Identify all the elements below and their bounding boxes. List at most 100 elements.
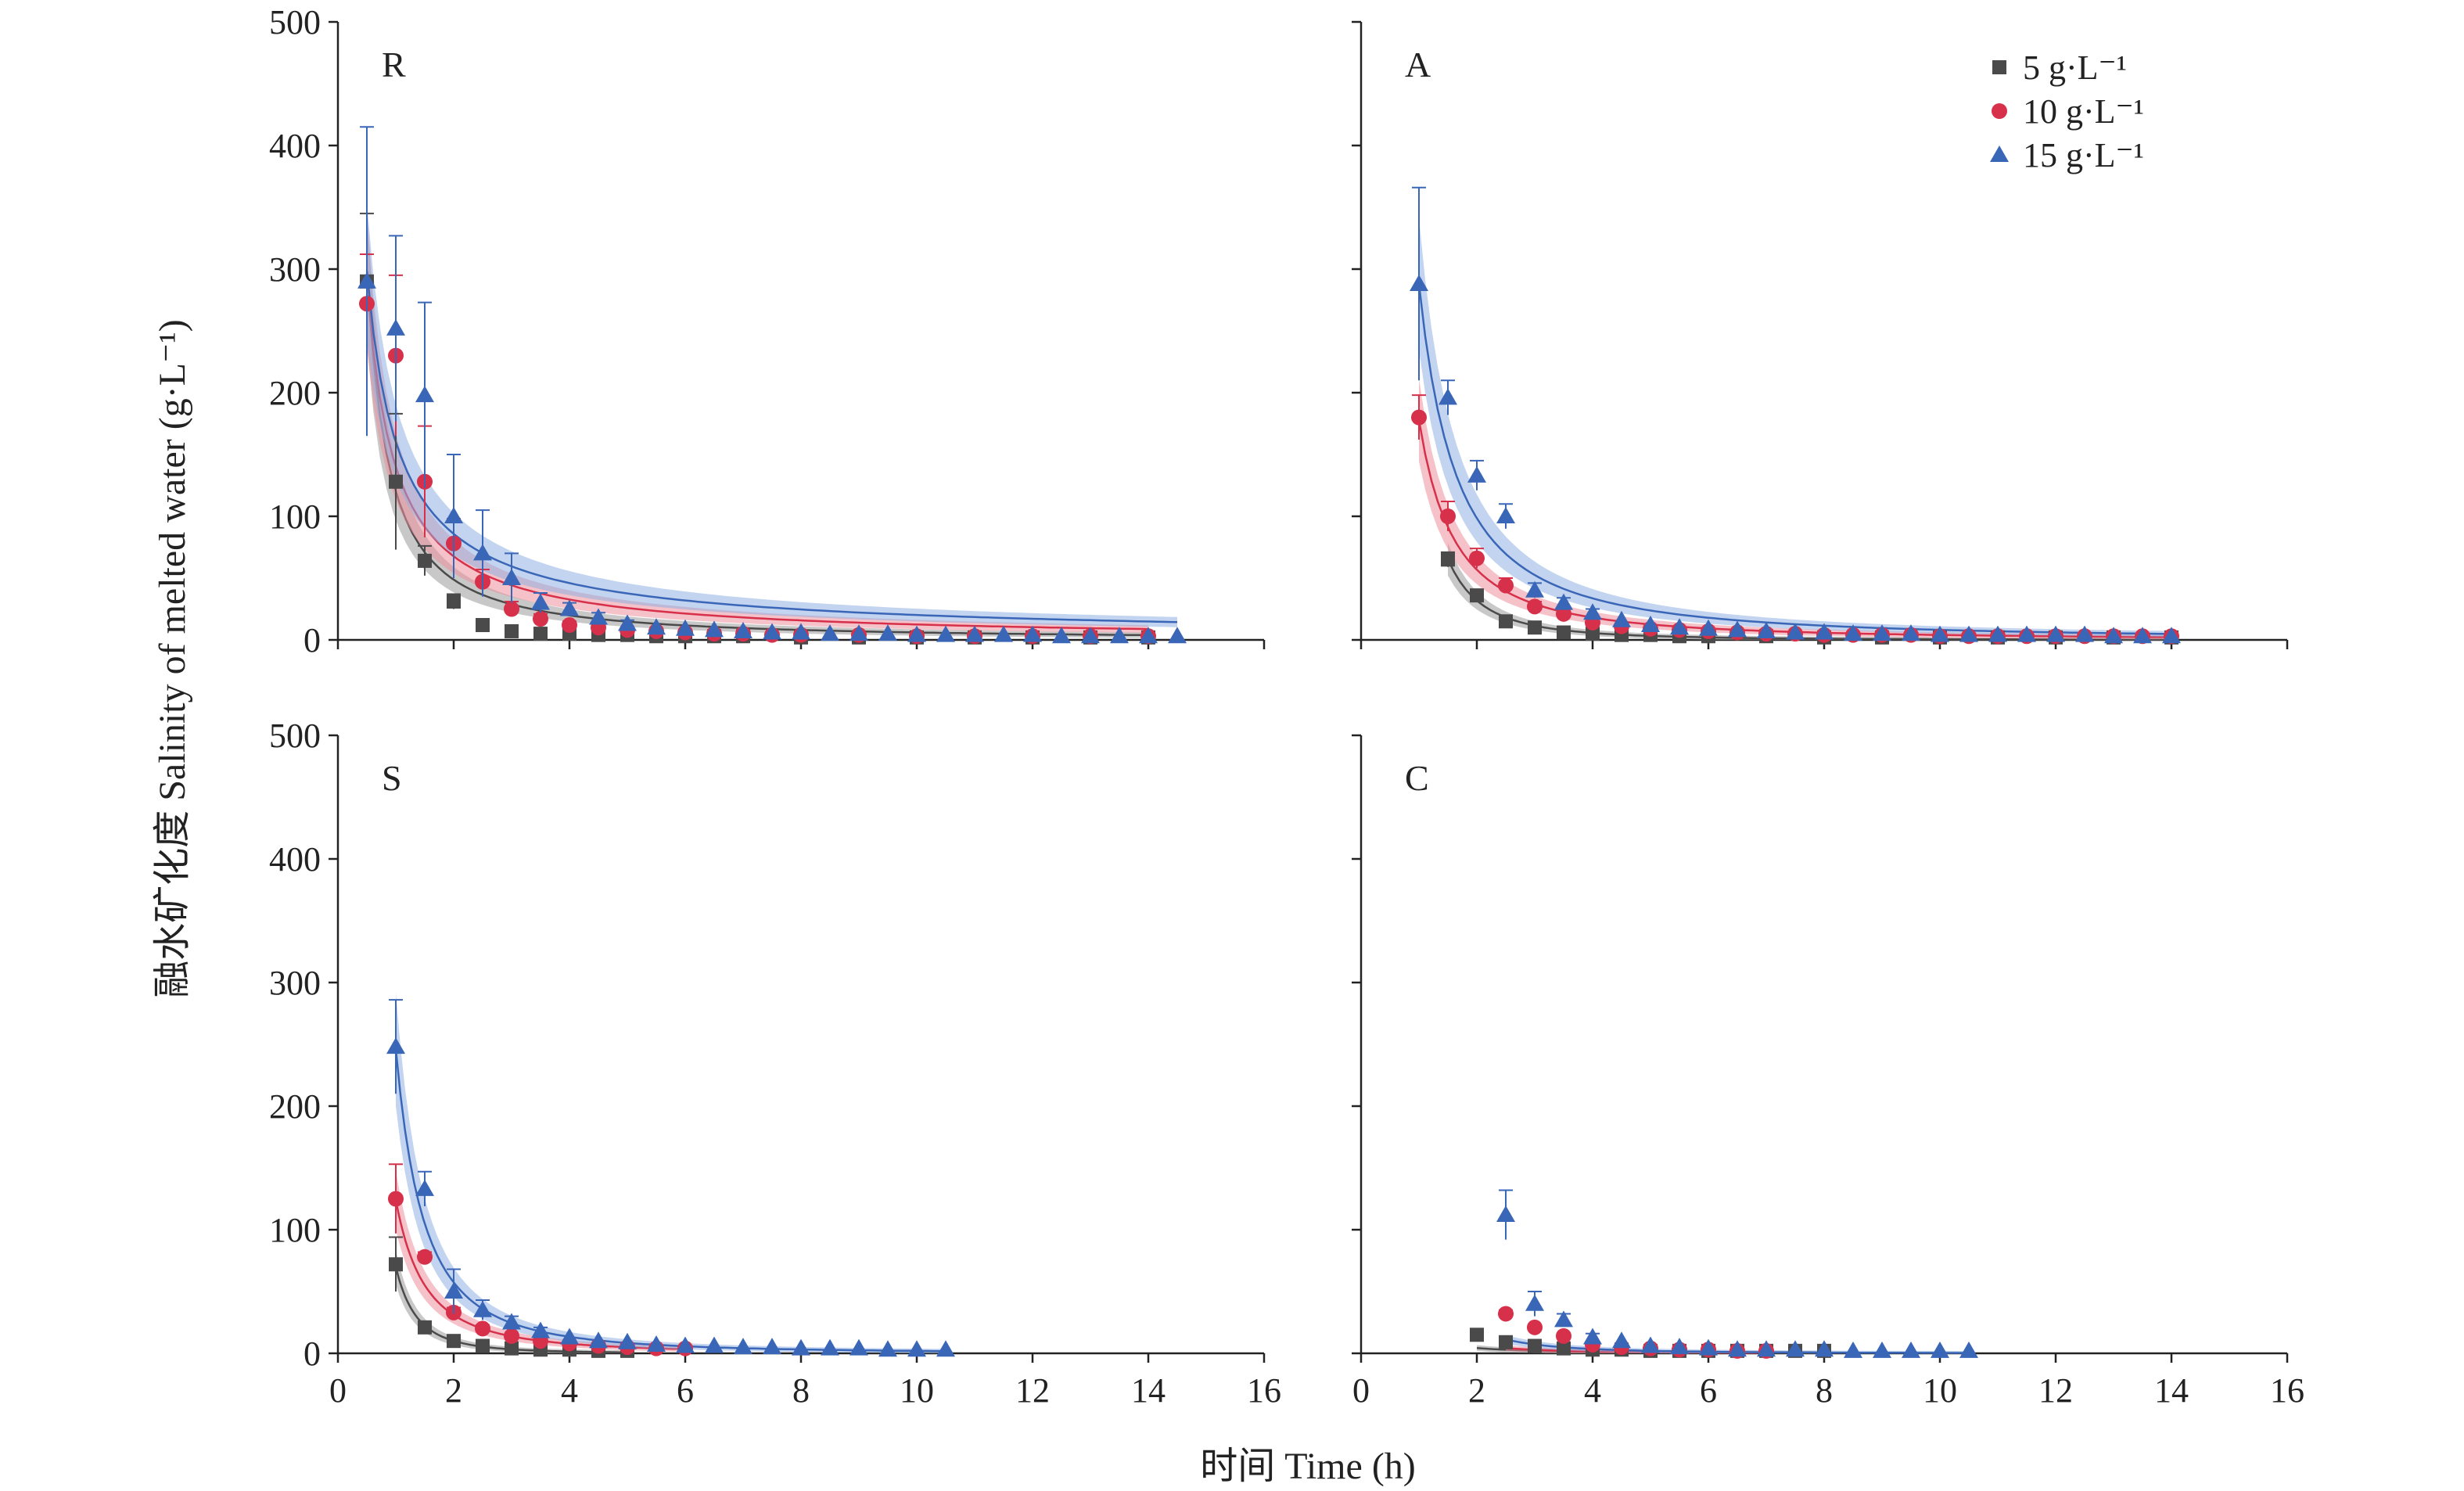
data-point	[1583, 603, 1602, 620]
data-point	[475, 1320, 490, 1337]
y-tick-label: 100	[269, 498, 321, 536]
data-point	[418, 553, 432, 568]
data-point	[504, 1328, 519, 1344]
data-point	[2017, 625, 2036, 642]
y-tick-label: 0	[304, 1335, 321, 1373]
data-point	[388, 1191, 404, 1207]
data-point	[1815, 1340, 1834, 1357]
data-point	[705, 620, 724, 638]
data-point	[476, 1338, 490, 1353]
fit-curve	[365, 275, 1149, 637]
x-tick-label: 12	[1015, 1371, 1050, 1410]
data-point	[907, 625, 926, 642]
data-point	[1612, 610, 1631, 627]
x-tick-label: 4	[561, 1371, 578, 1410]
data-point	[734, 1338, 752, 1355]
x-tick-label: 16	[2270, 1371, 2304, 1410]
data-point	[1931, 1341, 1949, 1358]
data-point	[1470, 1328, 1484, 1342]
data-point	[1554, 1310, 1573, 1328]
data-point	[1641, 616, 1660, 633]
data-point	[1168, 627, 1187, 644]
fit-band	[367, 203, 1177, 627]
data-point	[618, 1332, 637, 1349]
data-point	[1557, 1341, 1571, 1356]
data-point	[965, 625, 984, 642]
data-point	[1023, 625, 1042, 642]
fit-band	[396, 993, 946, 1353]
y-tick-label: 200	[269, 1087, 321, 1126]
data-point	[389, 474, 403, 489]
data-point	[1728, 620, 1747, 638]
y-tick-label: 400	[269, 127, 321, 165]
y-tick-label: 500	[269, 717, 321, 755]
data-point	[849, 1338, 868, 1356]
data-point	[1499, 614, 1513, 629]
x-tick-label: 12	[2038, 1371, 2073, 1410]
x-tick-label: 8	[1816, 1371, 1833, 1410]
data-point	[1844, 624, 1862, 641]
data-point	[505, 1341, 519, 1356]
x-axis-label: 时间 Time (h)	[1200, 1446, 1416, 1487]
data-point	[763, 1338, 781, 1355]
legend-label: 15 g·L⁻¹	[2023, 136, 2144, 174]
x-tick-label: 16	[1247, 1371, 1281, 1410]
data-point	[1525, 1294, 1544, 1311]
data-point	[357, 271, 376, 289]
data-point	[562, 617, 577, 634]
y-tick-label: 100	[269, 1211, 321, 1249]
data-point	[1988, 625, 2007, 642]
data-point	[444, 507, 463, 523]
y-tick-label: 500	[269, 3, 321, 41]
panel-R: 0 100 200 300 400 500 R	[269, 3, 1266, 659]
data-point	[1641, 1336, 1660, 1353]
data-point	[1496, 1205, 1515, 1223]
data-point	[994, 625, 1013, 642]
data-point	[417, 1248, 433, 1265]
data-point	[386, 318, 405, 336]
data-point	[415, 1179, 434, 1196]
data-point	[504, 601, 519, 617]
data-point	[1469, 550, 1485, 566]
data-point	[2162, 627, 2181, 644]
data-point	[1583, 1328, 1602, 1345]
data-point	[1052, 627, 1071, 644]
y-tick-label: 400	[269, 840, 321, 878]
x-tick-label: 10	[900, 1371, 934, 1410]
data-point	[473, 544, 492, 561]
data-point	[1470, 588, 1484, 603]
data-point	[1556, 1328, 1571, 1344]
data-point	[1440, 508, 1456, 524]
data-point	[647, 1335, 666, 1352]
fit-curve	[365, 281, 1149, 631]
data-point	[1873, 1341, 1891, 1358]
data-point	[1499, 1335, 1513, 1349]
x-tick-label: 2	[445, 1371, 462, 1410]
data-point	[1498, 577, 1514, 594]
data-point	[936, 1340, 955, 1357]
data-point	[1728, 1340, 1747, 1357]
data-point	[505, 623, 519, 638]
panel-label: C	[1405, 758, 1429, 798]
data-point	[1757, 621, 1776, 638]
data-point	[1902, 624, 1920, 641]
legend-label: 10 g·L⁻¹	[2023, 92, 2144, 131]
fit-curve	[394, 1049, 946, 1353]
data-point	[1931, 625, 1949, 642]
data-point	[389, 1257, 403, 1272]
data-point	[560, 599, 579, 616]
y-tick-label: 300	[269, 964, 321, 1002]
data-point	[531, 593, 550, 610]
data-point	[1439, 388, 1457, 405]
x-tick-label: 2	[1468, 1371, 1485, 1410]
data-point	[447, 595, 461, 609]
x-tick-label: 4	[1584, 1371, 1601, 1410]
data-point	[1612, 1331, 1631, 1349]
x-tick-label: 6	[677, 1371, 694, 1410]
x-tick-label: 14	[1131, 1371, 1166, 1410]
legend: 5 g·L⁻¹ 10 g·L⁻¹ 15 g·L⁻¹	[1990, 49, 2144, 174]
data-point	[936, 625, 955, 642]
data-point	[821, 624, 839, 641]
x-tick-label: 8	[792, 1371, 810, 1410]
data-point	[1699, 1338, 1718, 1356]
